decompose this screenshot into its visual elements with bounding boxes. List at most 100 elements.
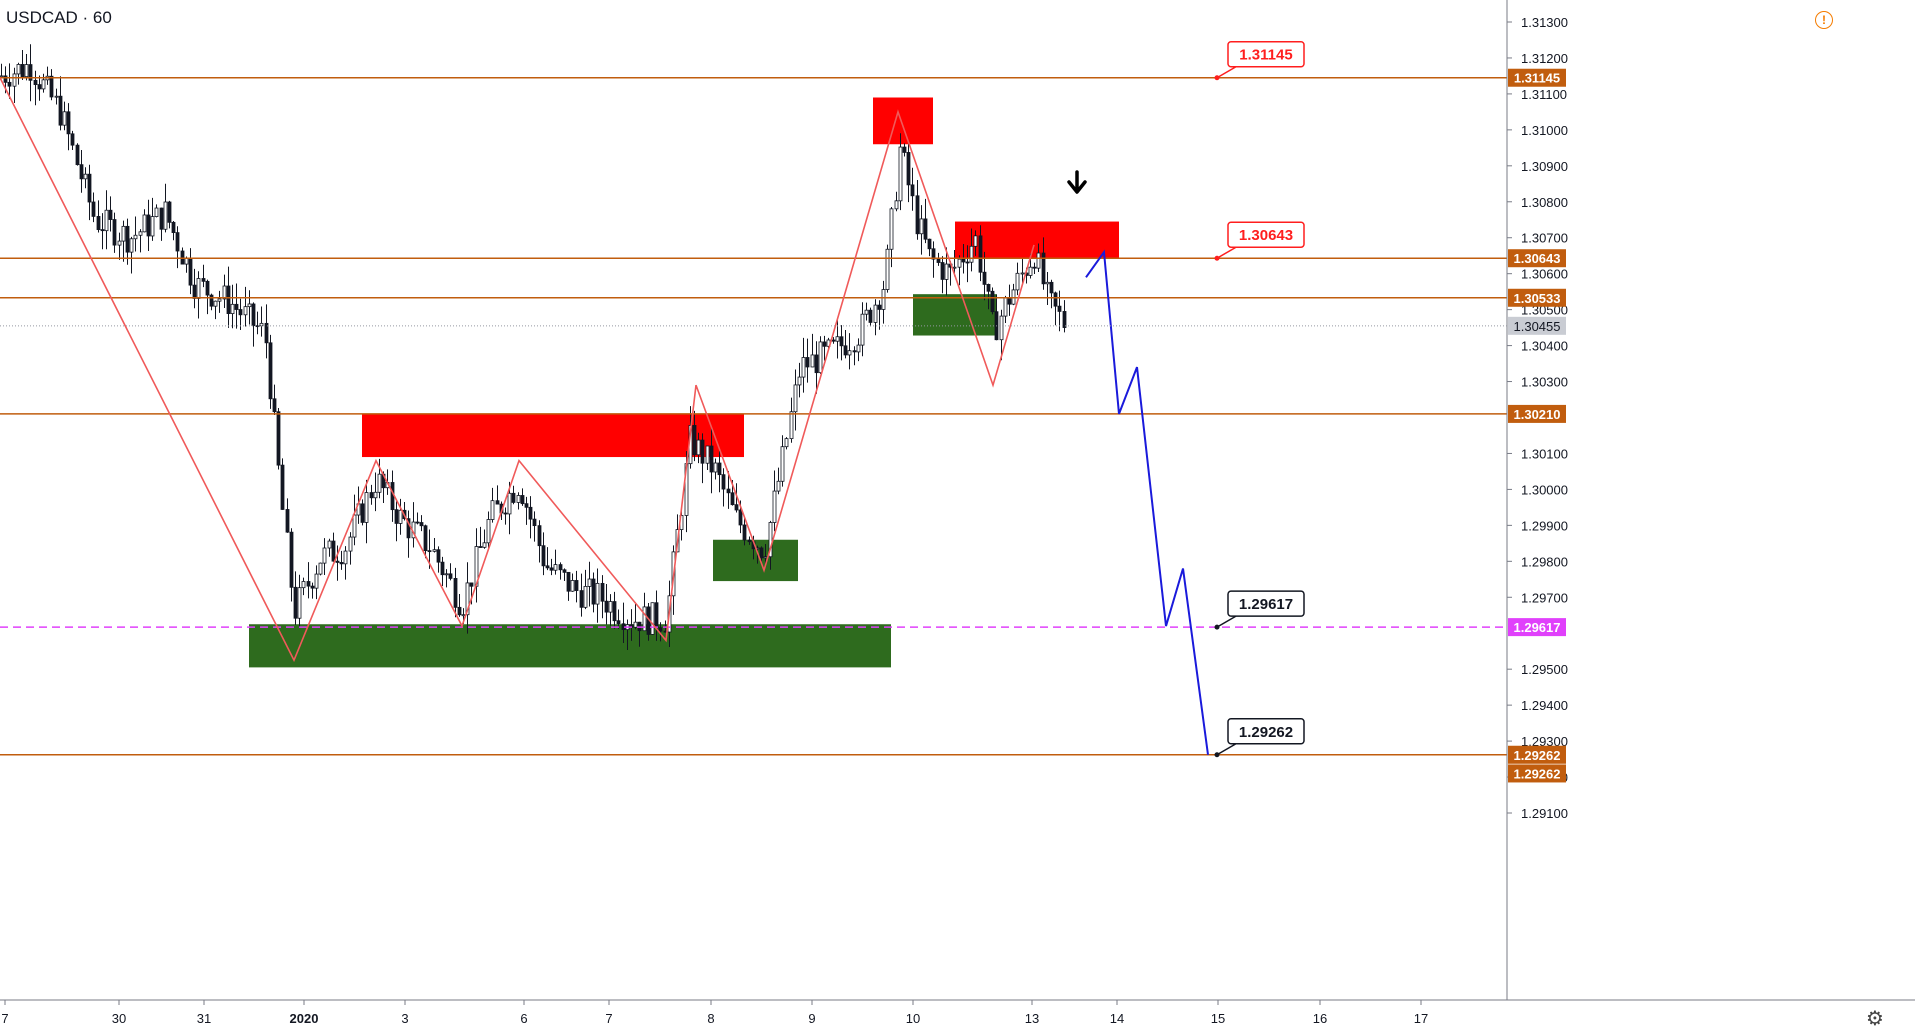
candle-body xyxy=(331,540,336,562)
time-tick-label: 10 xyxy=(906,1011,920,1026)
candle-body xyxy=(986,284,991,292)
time-tick-label: 15 xyxy=(1211,1011,1225,1026)
candle-body xyxy=(322,547,327,564)
candle-body xyxy=(188,258,193,286)
candle-body xyxy=(234,303,239,310)
candle-body xyxy=(205,280,210,296)
candle-body xyxy=(931,248,936,260)
candle-body xyxy=(957,258,962,268)
candle-body xyxy=(822,341,827,347)
candle-body xyxy=(545,565,550,569)
candle-body xyxy=(348,536,353,552)
callout-box xyxy=(1227,718,1305,745)
candle-body xyxy=(528,506,533,520)
candle-body xyxy=(696,439,701,456)
candle-body xyxy=(999,315,1004,341)
candle-body xyxy=(566,571,571,592)
candle-body xyxy=(990,290,995,313)
candle-body xyxy=(734,504,739,511)
candle-body xyxy=(738,509,743,526)
zones-layer xyxy=(249,97,1119,668)
candle-body xyxy=(877,304,882,310)
misc-layer xyxy=(0,170,1507,327)
candle-body xyxy=(784,438,789,448)
callout-label: 1.30643 xyxy=(1239,227,1293,244)
candle-body xyxy=(889,208,894,250)
supply-zone xyxy=(873,97,933,145)
candle-body xyxy=(852,350,857,353)
candle-body xyxy=(436,549,441,563)
candle-body xyxy=(814,354,819,374)
candle-body xyxy=(747,539,752,543)
level-axis-label xyxy=(1508,764,1566,783)
candle-body xyxy=(16,64,21,75)
candle-body xyxy=(982,271,987,285)
candle-body xyxy=(495,500,500,505)
candle-body xyxy=(289,531,294,588)
candle-body xyxy=(1045,281,1050,285)
candle-body xyxy=(600,582,605,602)
time-tick-label: 7 xyxy=(605,1011,612,1026)
candle-body xyxy=(805,357,810,368)
candle-body xyxy=(532,518,537,527)
current-price-axis-text: 1.30455 xyxy=(1514,319,1561,334)
time-tick-label: 3 xyxy=(401,1011,408,1026)
candle-body xyxy=(713,462,718,473)
candle-body xyxy=(49,75,54,98)
candle-body xyxy=(285,509,290,533)
candle-body xyxy=(112,219,117,246)
candle-body xyxy=(721,474,726,490)
candle-body xyxy=(7,81,12,87)
candle-body xyxy=(894,200,899,210)
candle-body xyxy=(936,258,941,263)
candle-body xyxy=(1003,297,1008,317)
candle-body xyxy=(520,495,525,505)
time-tick-label: 31 xyxy=(197,1011,211,1026)
callout-label: 1.29262 xyxy=(1239,724,1293,741)
callout-dot xyxy=(1214,624,1220,630)
candle-body xyxy=(810,354,815,368)
candle-body xyxy=(238,309,243,316)
candle-body xyxy=(280,464,285,510)
time-tick-label: 30 xyxy=(112,1011,126,1026)
callout-label: 1.29617 xyxy=(1239,596,1293,613)
candle-body xyxy=(276,411,281,466)
candle-body xyxy=(192,284,197,299)
candle-body xyxy=(1057,305,1062,312)
candle-body xyxy=(28,64,33,81)
warning-icon[interactable]: ! xyxy=(1815,11,1833,29)
candle-body xyxy=(574,580,579,591)
candle-body xyxy=(776,480,781,492)
candle-body xyxy=(919,218,924,235)
candle-body xyxy=(427,550,432,553)
candle-body xyxy=(226,285,231,315)
candle-body xyxy=(310,585,315,589)
candle-body xyxy=(83,173,88,180)
candle-body xyxy=(184,258,189,265)
callouts-layer: 1.31145 1.30643 1.29617 1.29262 xyxy=(1214,40,1305,758)
candle-body xyxy=(1053,292,1058,307)
candle-body xyxy=(154,207,159,217)
candle-body xyxy=(1049,281,1054,294)
gear-icon[interactable]: ⚙ xyxy=(1866,1006,1884,1030)
price-tick-label: 1.31200 xyxy=(1521,51,1568,66)
candle-body xyxy=(843,345,848,356)
candle-body xyxy=(873,304,878,323)
candle-body xyxy=(612,601,617,622)
candle-body xyxy=(167,201,172,223)
candle-body xyxy=(658,627,663,632)
candle-body xyxy=(209,294,214,307)
candle-body xyxy=(20,64,25,77)
candle-body xyxy=(915,195,920,235)
candle-body xyxy=(104,209,109,232)
candle-body xyxy=(486,519,491,544)
candles-layer xyxy=(0,44,1067,651)
candle-body xyxy=(100,229,105,232)
price-tick-label: 1.29300 xyxy=(1521,734,1568,749)
candle-body xyxy=(0,75,4,78)
candle-body xyxy=(616,620,621,625)
candle-body xyxy=(364,492,369,523)
time-tick-label: 7 xyxy=(1,1011,8,1026)
candle-body xyxy=(793,384,798,413)
